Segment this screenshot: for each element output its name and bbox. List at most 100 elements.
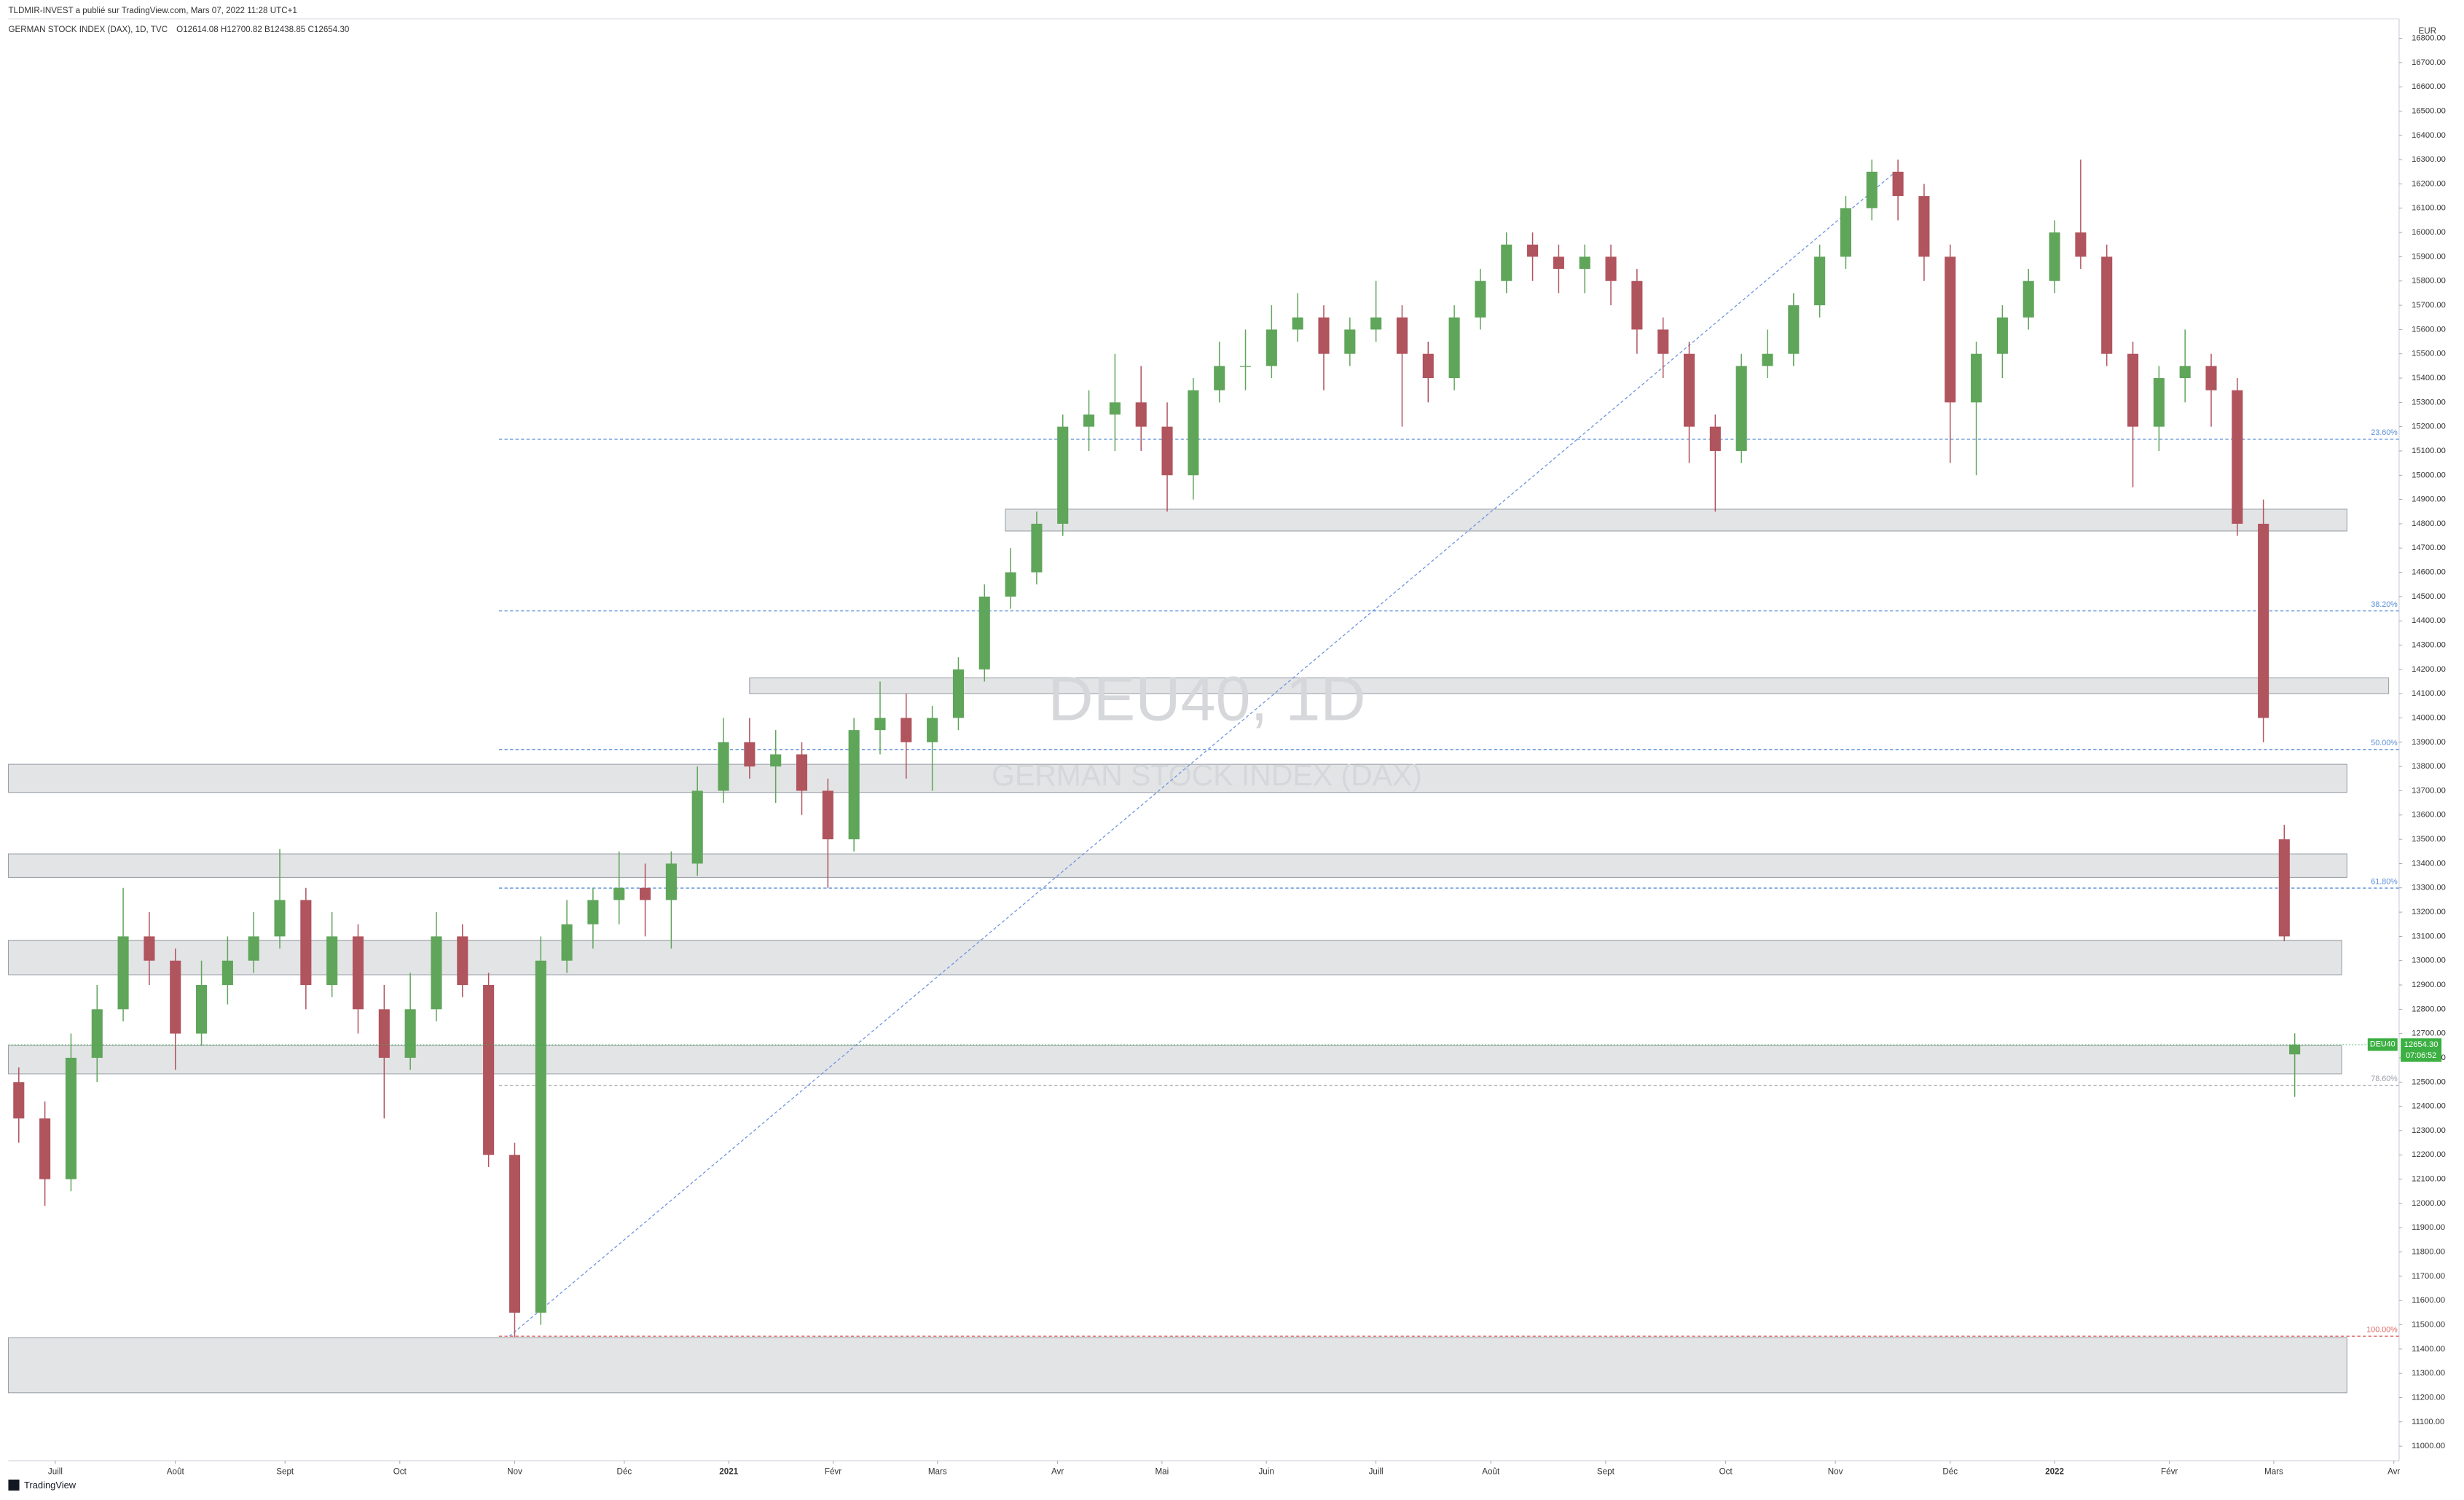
candle-body <box>1292 317 1303 330</box>
y-tick-label: 15000.00 <box>2412 471 2446 479</box>
candle-body <box>1866 171 1878 208</box>
candle-body <box>509 1155 520 1313</box>
candle-body <box>2289 1044 2301 1055</box>
y-tick-label: 11400.00 <box>2412 1345 2445 1354</box>
publisher-note: TLDMIR-INVEST a publié sur TradingView.c… <box>8 6 297 15</box>
x-tick-label: Févr <box>2161 1466 2178 1476</box>
candle-body <box>927 718 938 742</box>
candle-body <box>2153 378 2165 427</box>
x-tick-label: Juill <box>48 1466 63 1476</box>
candle-body <box>901 718 912 742</box>
candle-body <box>770 754 782 767</box>
symbol-tag <box>2367 1038 2398 1051</box>
y-tick-label: 15400.00 <box>2412 374 2446 382</box>
y-tick-label: 14700.00 <box>2412 543 2446 552</box>
y-tick-label: 15900.00 <box>2412 252 2446 261</box>
candle-body <box>1501 244 1512 281</box>
candle-body <box>65 1057 76 1179</box>
candle-body <box>665 863 677 900</box>
candle-body <box>848 730 860 840</box>
candle-body <box>1318 317 1330 354</box>
y-tick-label: 13300.00 <box>2412 884 2446 892</box>
fib-label: 78.60% <box>2371 1075 2398 1083</box>
zone <box>7 1045 2342 1075</box>
x-tick-label: Nov <box>1828 1466 1843 1476</box>
y-tick-label: 12100.00 <box>2412 1175 2446 1184</box>
y-tick-label: 14500.00 <box>2412 592 2446 601</box>
y-tick-label: 12400.00 <box>2412 1102 2446 1111</box>
candle-body <box>1527 244 1539 257</box>
candle-body <box>431 936 442 1010</box>
y-tick-label: 14400.00 <box>2412 616 2446 625</box>
candle-body <box>1971 353 1982 403</box>
brand-logo <box>8 1479 20 1491</box>
candle-body <box>822 790 833 840</box>
y-tick-label: 12300.00 <box>2412 1126 2446 1135</box>
candle-body <box>352 936 364 1010</box>
x-tick-label: Oct <box>393 1466 407 1476</box>
x-tick-label: Sept <box>276 1466 294 1476</box>
y-tick-label: 16800.00 <box>2412 34 2446 42</box>
y-tick-label: 14600.00 <box>2412 568 2446 577</box>
candle-body <box>952 669 964 718</box>
candle-body <box>378 1009 390 1058</box>
y-tick-label: 13400.00 <box>2412 859 2446 868</box>
candle-body <box>1814 256 1826 306</box>
y-tick-label: 13800.00 <box>2412 762 2446 771</box>
candle-body <box>1057 426 1069 524</box>
candle-body <box>1996 317 2008 354</box>
zones <box>7 508 2390 1394</box>
candle-body <box>874 718 886 731</box>
zone <box>1005 508 2347 532</box>
candle-body <box>1135 402 1147 427</box>
candle-body <box>1031 523 1043 573</box>
x-tick-label: Oct <box>1719 1466 1733 1476</box>
y-tick-label: 16300.00 <box>2412 155 2446 164</box>
zone <box>7 763 2347 793</box>
y-tick-label: 14800.00 <box>2412 519 2446 528</box>
x-tick-label: Mars <box>2264 1466 2283 1476</box>
candle-body <box>1475 280 1486 318</box>
candle-body <box>1214 366 1225 390</box>
y-tick-label: 15300.00 <box>2412 398 2446 407</box>
y-tick-label: 15200.00 <box>2412 423 2446 431</box>
candle-body <box>613 887 625 900</box>
watermark: DEU40, 1D <box>1048 664 1365 734</box>
x-tick-label: Mai <box>1156 1466 1169 1476</box>
candle-body <box>1840 208 1852 257</box>
y-tick-label: 16100.00 <box>2412 204 2446 213</box>
brand: TradingView <box>24 1480 76 1491</box>
candle-body <box>1788 305 1800 354</box>
y-tick-label: 11700.00 <box>2412 1272 2445 1281</box>
candle-body <box>1683 353 1695 427</box>
candle-body <box>404 1009 416 1058</box>
y-tick-label: 13600.00 <box>2412 811 2446 820</box>
candle-body <box>1005 572 1016 597</box>
candle-body <box>1396 317 1408 354</box>
candle-body <box>718 742 729 791</box>
y-tick-label: 16600.00 <box>2412 82 2446 91</box>
symbol-tag-label: DEU40 <box>2370 1040 2396 1049</box>
candle-body <box>2101 256 2113 354</box>
zone <box>7 1337 2347 1394</box>
y-tick-label: 11200.00 <box>2412 1393 2445 1402</box>
candle-body <box>1083 414 1095 427</box>
price-tag-label: 12654.30 <box>2404 1040 2439 1049</box>
currency: EUR <box>2418 26 2436 36</box>
x-tick-label: Sept <box>1597 1466 1615 1476</box>
chart-title: GERMAN STOCK INDEX (DAX), 1D, TVC <box>8 25 168 34</box>
y-tick-label: 11900.00 <box>2412 1223 2445 1232</box>
y-tick-label: 13200.00 <box>2412 908 2446 916</box>
fib-label: 61.80% <box>2371 877 2398 886</box>
candle-body <box>1892 171 1904 197</box>
countdown: 07:06:52 <box>2406 1051 2436 1060</box>
candle-body <box>978 596 990 669</box>
candle-body <box>2022 280 2034 318</box>
y-tick-label: 16700.00 <box>2412 58 2446 67</box>
x-tick-label: 2022 <box>2045 1466 2064 1476</box>
y-tick-label: 12000.00 <box>2412 1199 2446 1208</box>
candle-body <box>221 960 233 986</box>
y-tick-label: 16200.00 <box>2412 179 2446 188</box>
trendline <box>509 173 1894 1337</box>
